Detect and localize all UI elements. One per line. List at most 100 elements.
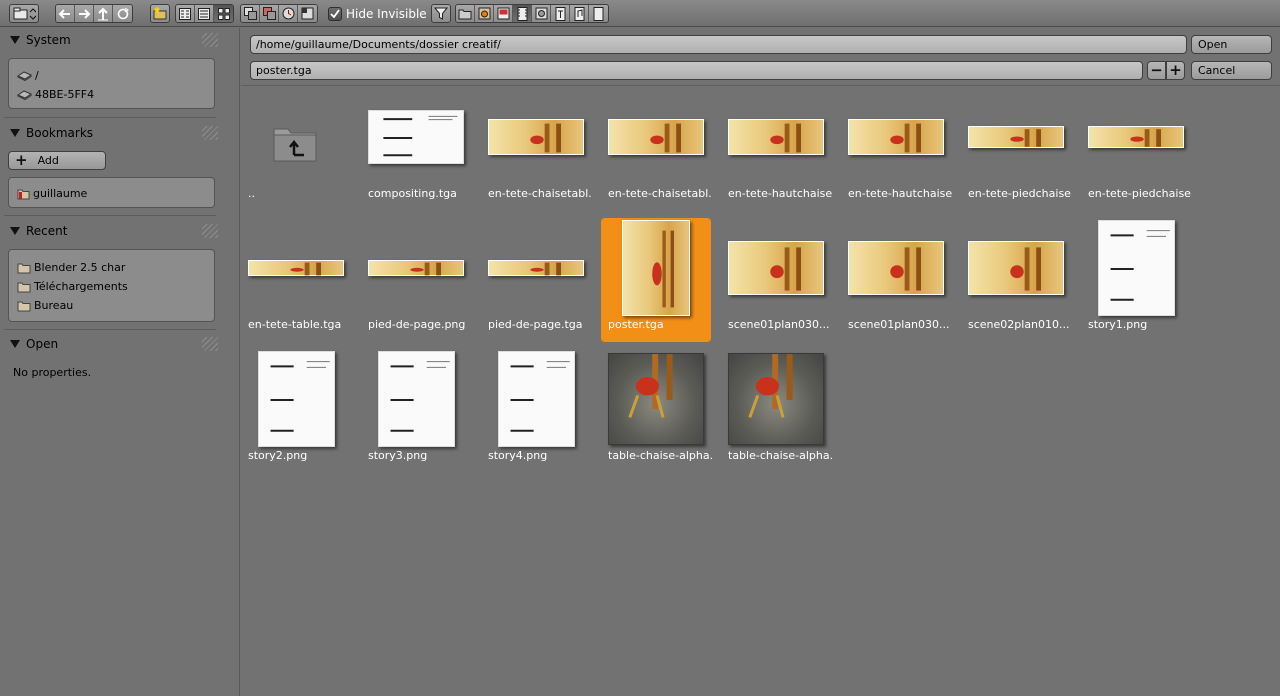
file-name-label: table-chaise-alpha... — [728, 449, 832, 462]
collapse-triangle-icon — [10, 340, 20, 348]
file-tile[interactable]: scene02plan010... — [961, 218, 1071, 342]
file-tile[interactable]: table-chaise-alpha... — [721, 349, 832, 473]
parent-directory-button[interactable] — [94, 5, 113, 22]
recent-item[interactable]: Bureau — [9, 296, 214, 315]
parent-directory-tile[interactable]: .. — [241, 87, 351, 211]
filter-fonts-button[interactable] — [551, 5, 570, 22]
filter-folders-button[interactable] — [456, 5, 475, 22]
file-name-label: en-tete-hautchaise... — [848, 187, 952, 200]
file-tile[interactable]: story3.png — [361, 349, 471, 473]
sort-time-button[interactable] — [279, 5, 298, 22]
recent-list: Blender 2.5 char Téléchargements Bureau — [8, 249, 215, 322]
filter-images-button[interactable] — [494, 5, 513, 22]
file-tile[interactable]: pied-de-page.png — [361, 218, 471, 342]
file-tile[interactable]: story1.png — [1081, 218, 1191, 342]
decrement-filename-button[interactable]: − — [1147, 61, 1166, 80]
filter-toggle-button[interactable] — [431, 4, 451, 23]
thumbnail-image — [728, 241, 824, 295]
bookmark-item[interactable]: guillaume — [9, 184, 214, 203]
bookmarks-list: guillaume — [8, 177, 215, 208]
panel-header-bookmarks[interactable]: Bookmarks — [0, 122, 240, 144]
display-thumbnails-button[interactable] — [214, 5, 233, 22]
forward-button[interactable] — [75, 5, 94, 22]
file-name-label: en-tete-chaisetabl... — [608, 187, 712, 200]
filter-text-button[interactable] — [589, 5, 608, 22]
panel-grip-icon[interactable] — [202, 337, 218, 351]
recent-item-label: Bureau — [34, 299, 74, 312]
sidebar: System / 48BE-5FF4 Bookmarks + Add guill… — [0, 28, 240, 696]
panel-header-open[interactable]: Open — [0, 333, 240, 355]
file-tile[interactable]: en-tete-piedchaise... — [961, 87, 1072, 211]
sort-alpha-icon — [243, 7, 257, 20]
file-tile[interactable]: pied-de-page.tga — [481, 218, 591, 342]
no-properties-text: No properties. — [13, 366, 92, 379]
display-short-list-button[interactable] — [176, 5, 195, 22]
filter-sounds-button[interactable] — [570, 5, 589, 22]
file-tile[interactable]: en-tete-table.tga — [241, 218, 351, 342]
thumbnail-image — [498, 351, 575, 447]
arrow-left-icon — [58, 8, 70, 19]
editor-type-menu[interactable] — [9, 4, 39, 23]
file-name-label: compositing.tga — [368, 187, 457, 200]
file-tile[interactable]: en-tete-piedchaise... — [1081, 87, 1192, 211]
file-tile[interactable]: en-tete-chaisetabl... — [481, 87, 592, 211]
system-item-root[interactable]: / — [9, 66, 214, 85]
display-long-list-button[interactable] — [195, 5, 214, 22]
file-tile[interactable]: en-tete-hautchaise... — [841, 87, 952, 211]
panel-grip-icon[interactable] — [202, 224, 218, 238]
file-tile[interactable]: en-tete-hautchaise... — [721, 87, 832, 211]
minus-icon: − — [1150, 61, 1163, 79]
file-tile[interactable]: story2.png — [241, 349, 351, 473]
system-item-drive[interactable]: 48BE-5FF4 — [9, 85, 214, 104]
thumbnail-image — [1098, 220, 1175, 316]
filter-icon — [434, 7, 448, 20]
filename-field[interactable]: poster.tga — [250, 61, 1143, 80]
file-name-label: story4.png — [488, 449, 548, 462]
navigation-group — [55, 4, 133, 23]
open-label: Open — [1198, 38, 1228, 51]
thumbnail-image — [848, 241, 944, 295]
cancel-button[interactable]: Cancel — [1191, 61, 1272, 80]
sort-extension-button[interactable] — [260, 5, 279, 22]
collapse-triangle-icon — [10, 227, 20, 235]
thumbnail-image — [368, 260, 464, 276]
collapse-triangle-icon — [10, 129, 20, 137]
file-tile[interactable]: scene01plan030... — [841, 218, 951, 342]
file-tile[interactable]: poster.tga — [601, 218, 711, 342]
file-tile[interactable]: table-chaise-alpha... — [601, 349, 712, 473]
filter-blender-button[interactable] — [475, 5, 494, 22]
plus-icon: + — [15, 151, 28, 169]
panel-grip-icon[interactable] — [202, 126, 218, 140]
filter-scripts-button[interactable] — [532, 5, 551, 22]
new-folder-icon — [153, 7, 167, 20]
font-file-icon — [555, 6, 565, 21]
file-tile[interactable]: story4.png — [481, 349, 591, 473]
file-name-label: scene01plan030... — [848, 318, 950, 331]
sort-size-button[interactable] — [298, 5, 317, 22]
panel-title: System — [26, 33, 71, 47]
panel-divider — [4, 329, 216, 330]
refresh-button[interactable] — [113, 5, 132, 22]
back-button[interactable] — [56, 5, 75, 22]
hide-invisible-toggle[interactable]: Hide Invisible — [328, 5, 427, 22]
add-bookmark-label: Add — [37, 154, 59, 167]
file-tile[interactable]: compositing.tga — [361, 87, 471, 211]
directory-field[interactable]: /home/guillaume/Documents/dossier creati… — [250, 35, 1187, 54]
add-bookmark-button[interactable]: + Add — [8, 151, 106, 170]
hide-invisible-checkbox[interactable] — [328, 6, 342, 21]
panel-header-recent[interactable]: Recent — [0, 220, 240, 242]
open-button[interactable]: Open — [1191, 35, 1272, 54]
filter-movies-button[interactable] — [513, 5, 532, 22]
sort-alpha-button[interactable] — [241, 5, 260, 22]
panel-grip-icon[interactable] — [202, 33, 218, 47]
increment-filename-button[interactable]: + — [1166, 61, 1185, 80]
panel-title: Recent — [26, 224, 68, 238]
new-directory-button[interactable] — [150, 4, 170, 23]
hide-invisible-label: Hide Invisible — [346, 6, 427, 21]
recent-item[interactable]: Téléchargements — [9, 277, 214, 296]
file-tile[interactable]: en-tete-chaisetabl... — [601, 87, 712, 211]
file-name-label: pied-de-page.png — [368, 318, 466, 331]
panel-header-system[interactable]: System — [0, 29, 240, 51]
recent-item[interactable]: Blender 2.5 char — [9, 258, 214, 277]
file-tile[interactable]: scene01plan030... — [721, 218, 831, 342]
